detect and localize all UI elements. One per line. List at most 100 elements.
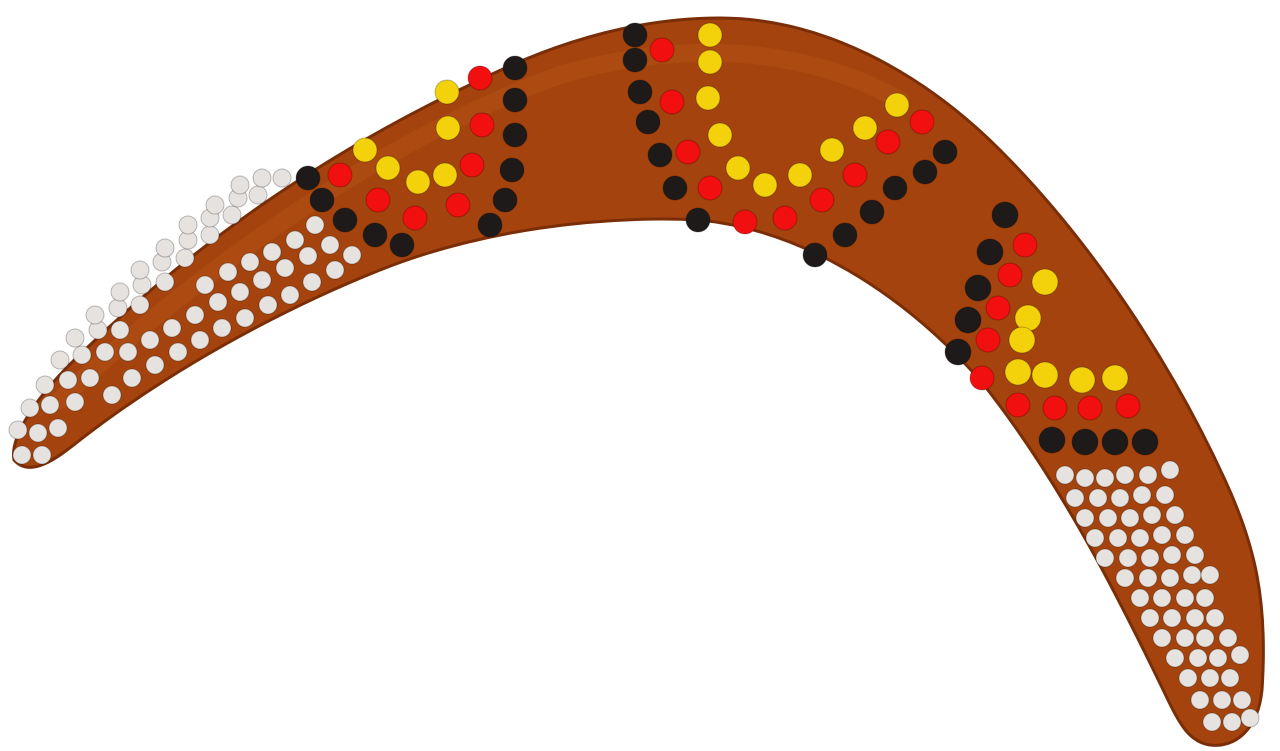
white-dot [248,185,268,205]
black-dot [647,142,673,168]
red-dot [997,262,1023,288]
yellow-dot [852,115,878,141]
white-dot [35,375,55,395]
white-dot [1160,460,1180,480]
black-dot [832,222,858,248]
yellow-dot [1008,326,1036,354]
yellow-dot [434,79,460,105]
white-dot [222,205,242,225]
white-dot [272,168,292,188]
white-dot [1065,488,1085,508]
black-dot [882,175,908,201]
black-dot [662,175,688,201]
dot-pattern [8,22,1260,732]
white-dot [1132,485,1152,505]
yellow-dot [695,85,721,111]
white-dot [1152,588,1172,608]
white-dot [240,252,260,272]
black-dot [1101,428,1129,456]
white-dot [1152,628,1172,648]
yellow-dot [1004,358,1032,386]
white-dot [252,270,272,290]
white-dot [50,350,70,370]
white-dot [85,305,105,325]
white-dot [1195,588,1215,608]
white-dot [1085,528,1105,548]
white-dot [65,392,85,412]
yellow-dot [697,22,723,48]
white-dot [1075,508,1095,528]
white-dot [1088,488,1108,508]
white-dot [1140,608,1160,628]
white-dot [130,295,150,315]
black-dot [802,242,828,268]
white-dot [155,238,175,258]
black-dot [1038,426,1066,454]
white-dot [195,275,215,295]
white-dot [1202,712,1222,732]
yellow-dot [435,115,461,141]
white-dot [218,262,238,282]
yellow-dot [884,92,910,118]
yellow-dot [752,172,778,198]
white-dot [1178,668,1198,688]
white-dot [1155,485,1175,505]
white-dot [1190,690,1210,710]
black-dot [976,238,1004,266]
white-dot [212,318,232,338]
red-dot [1042,395,1068,421]
white-dot [65,328,85,348]
red-dot [402,205,428,231]
white-dot [1222,712,1242,732]
white-dot [20,398,40,418]
white-dot [95,342,115,362]
red-dot [1115,393,1141,419]
black-dot [389,232,415,258]
white-dot [235,308,255,328]
white-dot [1138,568,1158,588]
white-dot [80,368,100,388]
white-dot [200,225,220,245]
black-dot [991,201,1019,229]
white-dot [1218,628,1238,648]
yellow-dot [432,162,458,188]
yellow-dot [1031,361,1059,389]
white-dot [1130,588,1150,608]
red-dot [1077,395,1103,421]
white-dot [175,248,195,268]
white-dot [190,330,210,350]
white-dot [1140,548,1160,568]
white-dot [140,330,160,350]
black-dot [622,47,648,73]
white-dot [122,368,142,388]
white-dot [1142,505,1162,525]
white-dot [12,445,32,465]
red-dot [809,187,835,213]
red-dot [327,162,353,188]
white-dot [252,168,272,188]
black-dot [332,207,358,233]
white-dot [110,320,130,340]
red-dot [1005,392,1031,418]
yellow-dot [375,155,401,181]
white-dot [72,345,92,365]
white-dot [1055,465,1075,485]
white-dot [102,385,122,405]
black-dot [502,55,528,81]
black-dot [627,79,653,105]
black-dot [477,212,503,238]
white-dot [1220,668,1240,688]
white-dot [1188,648,1208,668]
white-dot [1120,508,1140,528]
yellow-dot [1031,268,1059,296]
black-dot [502,122,528,148]
white-dot [162,318,182,338]
white-dot [1200,565,1220,585]
black-dot [499,157,525,183]
white-dot [1212,690,1232,710]
white-dot [155,272,175,292]
white-dot [1165,505,1185,525]
black-dot [932,139,958,165]
